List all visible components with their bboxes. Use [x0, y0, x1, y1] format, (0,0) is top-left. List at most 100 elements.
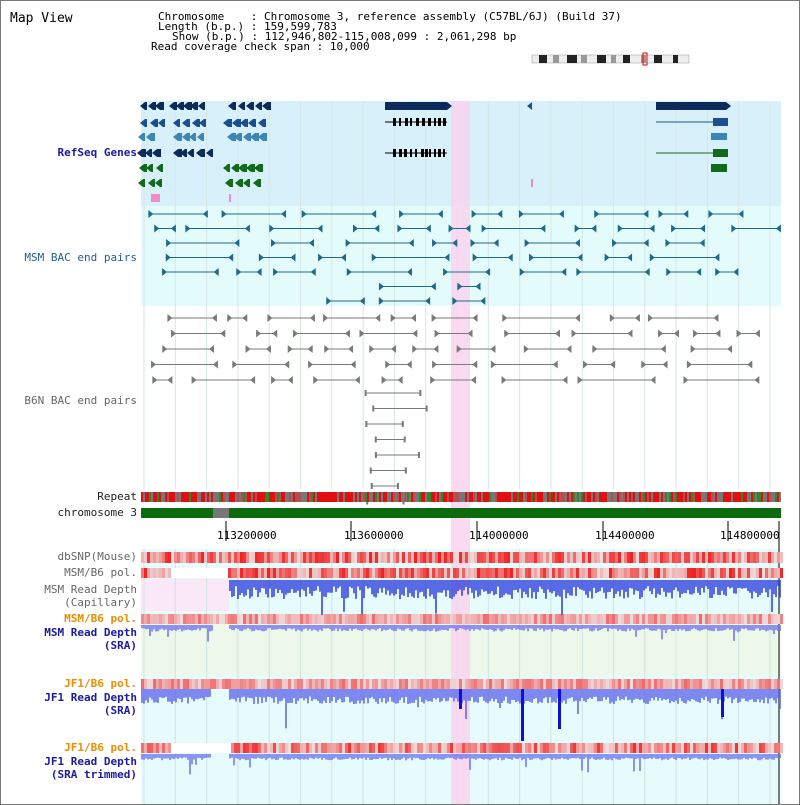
depth-bar — [521, 625, 523, 631]
depth-bar — [525, 754, 527, 768]
depth-bar — [583, 625, 585, 629]
depth-bar — [463, 625, 465, 630]
heat-cell — [300, 679, 303, 689]
heat-cell — [222, 614, 225, 624]
depth-bar — [621, 625, 623, 631]
track-label-dbsnp[interactable]: dbSNP(Mouse) — [57, 550, 137, 563]
heat-cell — [147, 679, 150, 689]
heat-cell — [486, 614, 489, 624]
depth-bar — [141, 754, 143, 760]
depth-bar — [523, 580, 525, 592]
depth-bar — [399, 625, 401, 630]
repeat-segment — [617, 492, 619, 502]
heat-cell — [741, 614, 744, 624]
depth-bar — [251, 580, 253, 597]
track-label-msm-pol-2[interactable]: MSM/B6 pol. — [64, 612, 137, 625]
depth-bar — [777, 754, 779, 759]
heat-cell — [573, 679, 576, 689]
depth-bar — [479, 580, 481, 596]
track-label-refseq[interactable]: RefSeq Genes — [57, 146, 137, 159]
depth-bar — [591, 689, 593, 699]
depth-bar — [425, 689, 427, 700]
bac-end — [154, 224, 160, 233]
repeat-segment — [453, 492, 455, 502]
heat-cell — [570, 679, 573, 689]
bac-end — [696, 268, 702, 276]
depth-bar — [667, 754, 669, 760]
repeat-segment — [623, 492, 625, 502]
heat-cell — [702, 743, 705, 753]
heat-cell — [327, 679, 330, 689]
track-label-msm-depth-sra-1[interactable]: MSM Read Depth — [44, 626, 137, 639]
depth-bar — [155, 754, 157, 758]
bac-end — [457, 282, 463, 291]
heat-cell — [201, 552, 204, 563]
depth-bar — [479, 754, 481, 759]
heat-cell — [408, 743, 411, 753]
track-label-jf1-depth-sra-1[interactable]: JF1 Read Depth — [44, 691, 137, 704]
repeat-segment — [605, 492, 607, 502]
heat-cell — [387, 568, 390, 578]
page-title: Map View — [10, 11, 73, 26]
depth-bar — [363, 625, 365, 630]
depth-bar — [599, 754, 601, 760]
track-label-repeat[interactable]: Repeat — [97, 490, 137, 503]
gene-exon — [173, 119, 178, 127]
depth-bar — [237, 580, 239, 600]
track-label-jf1-pol-1[interactable]: JF1/B6 pol. — [64, 677, 137, 690]
track-label-msm-bac[interactable]: MSM BAC end pairs — [24, 251, 137, 264]
gene-exon — [410, 149, 412, 157]
heat-cell — [177, 679, 180, 689]
repeat-segment — [379, 492, 381, 502]
gene-exon — [139, 164, 144, 172]
depth-bar — [657, 580, 659, 594]
depth-bar — [461, 580, 463, 596]
track-label-b6n-bac[interactable]: B6N BAC end pairs — [24, 394, 137, 407]
depth-bar — [561, 580, 563, 615]
depth-bar — [709, 754, 711, 759]
heat-cell — [657, 743, 660, 753]
repeat-segment — [189, 492, 191, 502]
heat-cell — [411, 568, 414, 578]
depth-bar — [505, 754, 507, 758]
heat-cell — [603, 568, 606, 578]
heat-cell — [465, 568, 468, 578]
depth-bar — [247, 580, 249, 590]
heat-cell — [675, 679, 678, 689]
depth-bar — [557, 580, 559, 596]
track-label-msm-depth-cap-1[interactable]: MSM Read Depth — [44, 583, 137, 596]
depth-bar — [423, 580, 425, 597]
depth-bar — [725, 580, 727, 596]
depth-bar — [771, 689, 773, 698]
depth-bar — [427, 625, 429, 631]
track-label-msm-pol-1[interactable]: MSM/B6 pol. — [64, 566, 137, 579]
gene-exon — [203, 102, 205, 110]
heat-cell — [372, 614, 375, 624]
heat-cell — [651, 568, 654, 578]
depth-bar — [265, 754, 267, 761]
repeat-segment — [391, 492, 393, 502]
depth-bar — [711, 689, 713, 699]
repeat-segment — [347, 492, 349, 502]
heat-cell — [714, 568, 717, 578]
heat-cell — [516, 614, 519, 624]
repeat-segment — [639, 492, 641, 502]
heat-cell — [270, 552, 273, 563]
repeat-segment — [643, 492, 645, 502]
heat-cell — [480, 679, 483, 689]
track-label-chromosome[interactable]: chromosome 3 — [57, 506, 137, 519]
heat-cell — [276, 679, 279, 689]
depth-bar — [207, 689, 209, 698]
depth-bar — [617, 754, 619, 760]
depth-bar — [243, 689, 245, 697]
heat-cell — [318, 743, 321, 753]
repeat-segment — [677, 492, 679, 502]
heat-cell — [306, 552, 309, 563]
repeat-segment — [227, 492, 229, 502]
track-label-jf1-depth-trim-1[interactable]: JF1 Read Depth — [44, 755, 137, 768]
repeat-segment — [747, 492, 749, 502]
depth-bar — [619, 625, 621, 630]
repeat-segment — [539, 492, 541, 502]
heat-cell — [267, 614, 270, 624]
track-label-jf1-pol-2[interactable]: JF1/B6 pol. — [64, 741, 137, 754]
